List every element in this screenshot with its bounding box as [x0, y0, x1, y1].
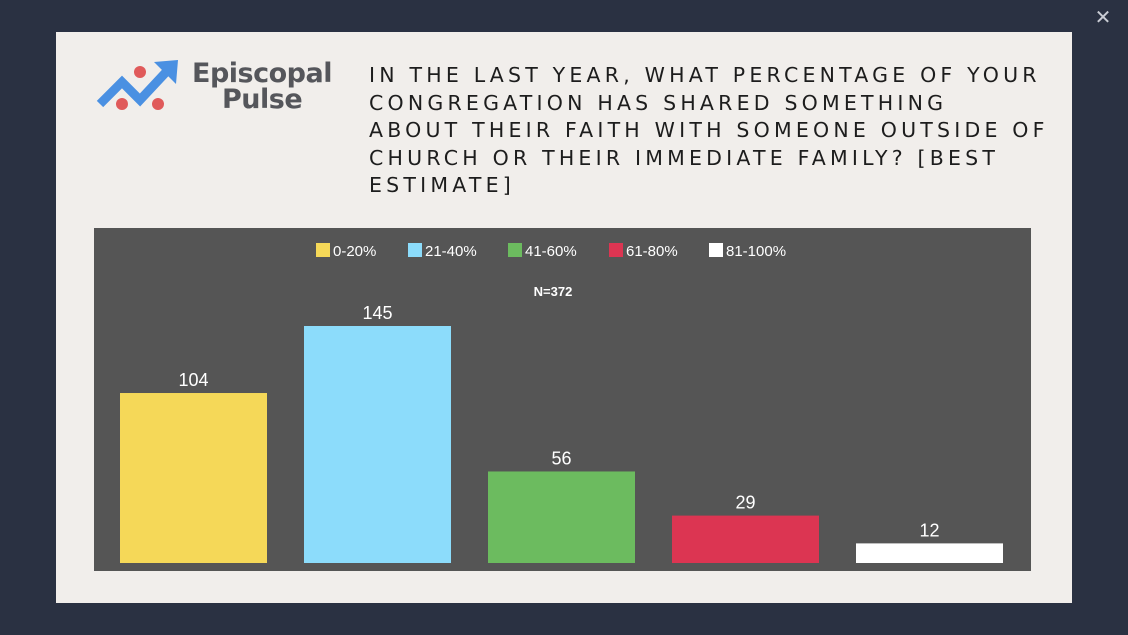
survey-question: In the last year, what percentage of you… — [369, 63, 1049, 197]
legend-label: 0-20% — [333, 243, 376, 260]
chart-subtitle: N=372 — [534, 284, 573, 299]
slide-card: Episcopal Pulse In the last year, what p… — [56, 32, 1072, 603]
legend-swatch — [408, 243, 422, 257]
logo-text-episcopal: Episcopal — [192, 58, 332, 89]
bar-chart: 0-20% 21-40% 41-60% 61-80% 81-100% N=372 104 14… — [94, 228, 1031, 571]
legend-label: 81-100% — [726, 243, 786, 260]
bar — [856, 543, 1003, 563]
bar-value-label: 29 — [735, 493, 755, 513]
bar-value-label: 145 — [362, 303, 392, 323]
bar-value-label: 12 — [919, 520, 939, 540]
bar-value-label: 104 — [178, 370, 208, 390]
bar — [672, 515, 819, 563]
legend-label: 21-40% — [425, 243, 477, 260]
bar — [488, 471, 635, 563]
close-icon[interactable]: ✕ — [1094, 7, 1112, 29]
legend-swatch — [508, 243, 522, 257]
trend-arrow-icon — [96, 60, 178, 110]
episcopal-pulse-logo: Episcopal Pulse — [96, 60, 336, 120]
legend-swatch — [316, 243, 330, 257]
bar-chart-svg: 0-20% 21-40% 41-60% 61-80% 81-100% N=372 104 14… — [120, 243, 1003, 563]
legend-label: 41-60% — [525, 243, 577, 260]
logo-text-pulse: Pulse — [222, 84, 303, 115]
bar — [304, 326, 451, 563]
legend-swatch — [609, 243, 623, 257]
bar — [120, 393, 267, 563]
bar-value-label: 56 — [551, 448, 571, 468]
legend-swatch — [709, 243, 723, 257]
legend-label: 61-80% — [626, 243, 678, 260]
